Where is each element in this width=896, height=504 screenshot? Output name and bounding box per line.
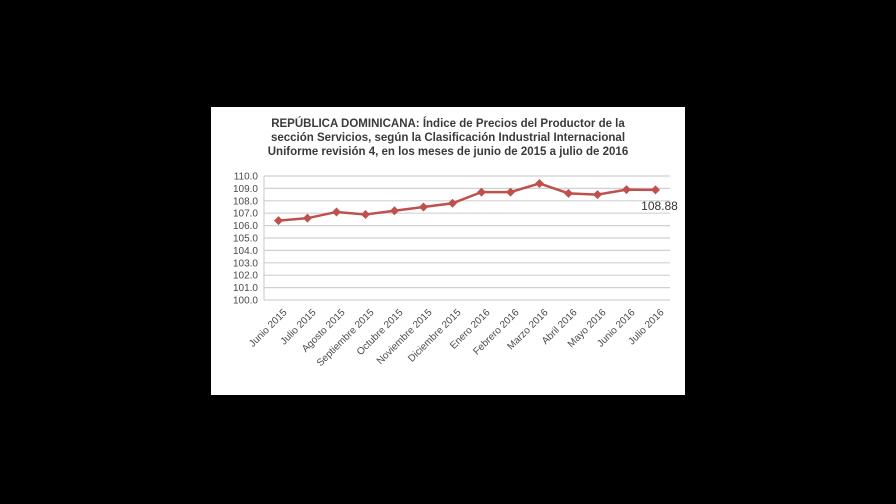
chart-title-line-1: REPÚBLICA DOMINICANA: Índice de Precios … [271,118,625,130]
data-label-last: 108.88 [641,199,678,213]
diamond-marker [535,178,544,188]
diamond-marker [506,187,515,197]
diamond-marker [477,187,486,197]
y-tick-label: 104.0 [233,246,258,257]
diamond-marker [274,216,283,226]
diamond-marker [448,198,457,208]
chart-title: REPÚBLICA DOMINICANA: Índice de Precios … [211,117,685,159]
diamond-marker [332,207,341,217]
diamond-marker [564,188,573,198]
data-markers [274,178,660,226]
series-line [278,182,656,222]
y-tick-label: 100.0 [233,296,258,307]
y-tick-label: 101.0 [233,283,258,294]
diamond-marker [303,213,312,223]
y-tick-label: 102.0 [233,271,258,282]
y-tick-label: 105.0 [233,234,258,245]
diamond-marker [361,209,370,219]
diamond-marker [390,206,399,216]
chart-panel: REPÚBLICA DOMINICANA: Índice de Precios … [211,107,685,395]
y-tick-label: 103.0 [233,258,258,269]
diamond-marker [651,185,660,195]
y-tick-label: 106.0 [233,221,258,232]
y-tick-label: 108.0 [233,196,258,207]
y-tick-label: 110.0 [234,172,259,183]
diamond-marker [593,190,602,200]
diamond-marker [622,185,631,195]
y-tick-label: 109.0 [233,184,258,195]
chart-title-line-2: sección Servicios, según la Clasificació… [270,132,626,144]
gridlines [263,175,670,301]
y-tick-label: 107.0 [233,209,258,220]
chart-title-line-3: Uniforme revisión 4, en los meses de jun… [267,146,629,158]
diamond-marker [419,202,428,212]
